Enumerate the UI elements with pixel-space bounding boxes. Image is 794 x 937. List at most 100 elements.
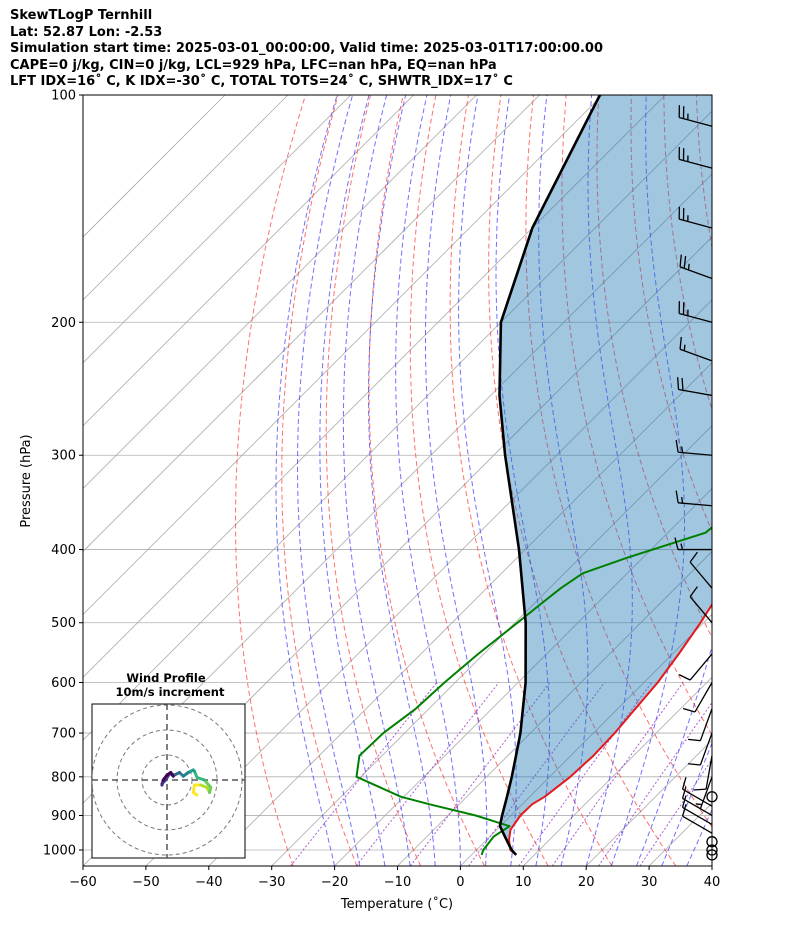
moist-adiabat bbox=[686, 808, 712, 866]
x-tick-label: −10 bbox=[384, 875, 411, 890]
dry-adiabat bbox=[449, 95, 613, 866]
x-tick-label: −60 bbox=[69, 875, 96, 890]
barb-full bbox=[681, 377, 684, 391]
calm-circle bbox=[706, 844, 718, 856]
barb-full bbox=[679, 254, 682, 267]
wind-barb bbox=[678, 206, 713, 229]
wind-barb bbox=[675, 439, 713, 456]
wind-barb bbox=[688, 732, 713, 766]
isotherm-line bbox=[83, 110, 712, 741]
chart-header: SkewTLogP Ternhill Lat: 52.87 Lon: -2.53… bbox=[10, 8, 603, 91]
wind-barb bbox=[706, 844, 718, 856]
isotherm-line bbox=[334, 488, 712, 866]
x-tick-label: 30 bbox=[641, 875, 658, 890]
barb-half bbox=[687, 263, 690, 271]
x-tick-label: 10 bbox=[515, 875, 532, 890]
moist-adiabat bbox=[737, 95, 794, 866]
wind-barb bbox=[681, 804, 713, 834]
barb-shaft bbox=[689, 561, 713, 589]
dry-adiabat bbox=[762, 95, 794, 866]
moist-adiabat bbox=[275, 95, 338, 866]
barb-shaft bbox=[678, 218, 713, 229]
moist-adiabat bbox=[297, 95, 361, 866]
dewpoint-line bbox=[355, 526, 712, 856]
barb-full bbox=[693, 788, 707, 791]
parcel-line bbox=[498, 95, 602, 856]
axis-ticks: −60 −50 −40 −30 −20 −10 0 10 20 30 40 1000 900 800 700… bbox=[43, 89, 720, 891]
barb-shaft bbox=[699, 776, 713, 810]
mixing-ratio-line bbox=[639, 758, 712, 866]
barb-shaft bbox=[678, 388, 713, 397]
background-grid bbox=[83, 95, 794, 866]
barb-full bbox=[689, 551, 698, 563]
wind-profile-inset: Wind Profile 10m/s increment bbox=[91, 671, 246, 859]
barb-shaft bbox=[699, 732, 713, 766]
barb-half bbox=[695, 803, 702, 806]
isotherm-line bbox=[775, 95, 794, 866]
inset-title: Wind Profile bbox=[126, 671, 206, 685]
x-tick-label: −20 bbox=[321, 875, 348, 890]
profile-lines bbox=[355, 95, 712, 856]
isotherm-line bbox=[83, 95, 603, 615]
inset-frame bbox=[91, 703, 246, 859]
wind-barb bbox=[678, 105, 713, 127]
barb-shaft bbox=[678, 502, 713, 507]
barb-full bbox=[681, 786, 687, 799]
moist-adiabat bbox=[610, 95, 685, 866]
moist-adiabat bbox=[342, 95, 411, 866]
hodograph-trace bbox=[160, 768, 213, 797]
dry-adiabat bbox=[596, 95, 712, 639]
wind-barb bbox=[678, 653, 713, 681]
barb-shaft bbox=[679, 348, 713, 362]
station-location: Lat: 52.87 Lon: -2.53 bbox=[10, 24, 163, 40]
y-tick-label: 100 bbox=[51, 89, 76, 104]
wind-barb bbox=[689, 551, 713, 589]
moist-adiabat bbox=[538, 95, 589, 866]
isotherm-line bbox=[460, 613, 712, 866]
y-tick-label: 400 bbox=[51, 543, 76, 558]
barb-shaft bbox=[679, 266, 713, 280]
barb-full bbox=[688, 763, 701, 766]
moist-adiabat bbox=[395, 95, 461, 866]
wind-barb bbox=[706, 849, 718, 861]
barb-shaft bbox=[678, 116, 713, 127]
barb-shaft bbox=[694, 682, 713, 713]
isotherm-line bbox=[83, 95, 352, 364]
moist-adiabat bbox=[425, 95, 488, 866]
isotherm-line bbox=[271, 425, 712, 866]
moist-adiabat bbox=[458, 95, 517, 866]
calm-circle bbox=[706, 836, 718, 848]
barb-full bbox=[689, 586, 698, 598]
isotherm-line bbox=[83, 95, 540, 553]
wind-barb bbox=[679, 336, 713, 362]
x-tick-label: 40 bbox=[704, 875, 721, 890]
barb-half bbox=[680, 543, 684, 550]
mixing-ratio-line bbox=[597, 701, 712, 866]
barb-full bbox=[681, 804, 687, 817]
barb-shaft bbox=[682, 806, 713, 826]
y-tick-label: 200 bbox=[51, 316, 76, 331]
isotherm-line bbox=[83, 95, 477, 490]
x-tick-label: −30 bbox=[258, 875, 285, 890]
barb-full bbox=[676, 377, 680, 390]
isotherm-line bbox=[83, 95, 666, 678]
barb-full bbox=[688, 738, 701, 742]
wind-barb bbox=[676, 377, 713, 397]
moist-adiabat bbox=[585, 95, 633, 866]
wind-barb bbox=[675, 490, 713, 507]
wind-barb bbox=[693, 755, 713, 791]
barb-full bbox=[675, 490, 679, 503]
y-axis-label: Pressure (hPa) bbox=[19, 434, 34, 527]
barb-shaft bbox=[689, 653, 713, 681]
y-tick-label: 1000 bbox=[43, 844, 76, 859]
wind-barb bbox=[681, 777, 713, 807]
barb-shaft bbox=[682, 815, 713, 834]
y-tick-label: 800 bbox=[51, 770, 76, 785]
calm-circle bbox=[706, 849, 718, 861]
barb-shaft bbox=[682, 788, 713, 807]
x-tick-label: 0 bbox=[456, 875, 464, 890]
dry-adiabat bbox=[525, 95, 712, 828]
wind-barb bbox=[674, 537, 712, 551]
barb-shaft bbox=[699, 708, 713, 741]
